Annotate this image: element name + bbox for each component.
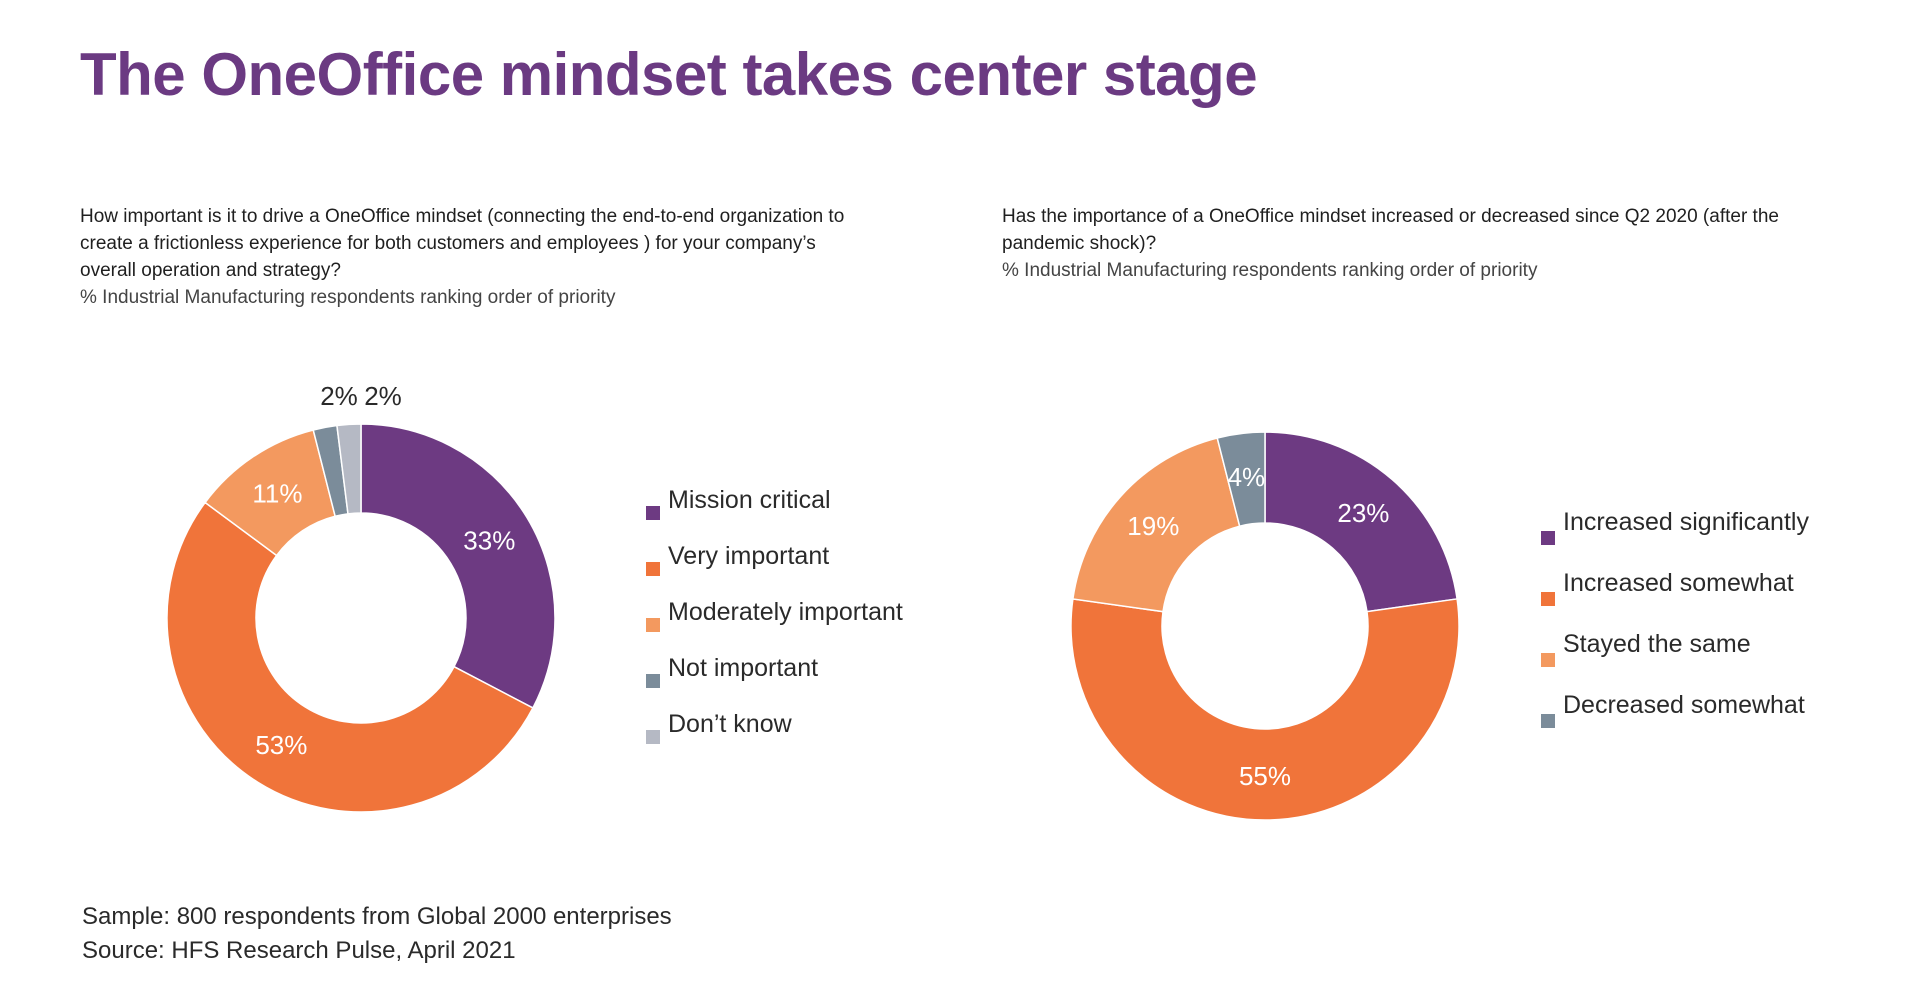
legend-label: Very important — [668, 542, 830, 570]
data-label-dont-know: 2% — [364, 381, 402, 411]
right-chart-subtitle: % Industrial Manufacturing respondents r… — [1002, 260, 1538, 281]
legend-swatch — [1541, 652, 1555, 667]
legend-swatch — [1541, 591, 1555, 606]
footer-notes: Sample: 800 respondents from Global 2000… — [82, 900, 672, 968]
donut-slice-increased-significantly — [1264, 431, 1458, 613]
donut-slice-stayed-the-same — [1072, 437, 1241, 613]
page-title: The OneOffice mindset takes center stage — [80, 41, 1258, 108]
donut-slice-very-important — [166, 501, 534, 813]
donut-slice-mission-critical — [360, 423, 556, 709]
legend-item-stayed-the-same: Stayed the same — [1541, 628, 1809, 689]
change-donut-chart: 23% 55% 19% 4% — [1070, 431, 1460, 821]
legend-item-not-important: Not important — [646, 652, 903, 708]
sample-note: Sample: 800 respondents from Global 2000… — [82, 903, 672, 930]
legend-swatch — [646, 562, 660, 576]
legend-swatch — [646, 506, 660, 520]
data-label-increased-significantly: 23% — [1337, 498, 1389, 528]
donut-slice-dont-know — [336, 423, 362, 515]
data-label-increased-somewhat: 55% — [1239, 761, 1291, 791]
legend-item-very-important: Very important — [646, 540, 903, 596]
right-chart-question: Has the importance of a OneOffice mindse… — [1002, 206, 1779, 254]
donut-slice-decreased-somewhat — [1216, 431, 1266, 528]
left-chart-question-block: How important is it to drive a OneOffice… — [80, 203, 870, 311]
data-label-mission-critical: 33% — [463, 525, 515, 555]
legend-label: Stayed the same — [1563, 630, 1751, 658]
legend-label: Don’t know — [668, 710, 792, 738]
data-label-not-important: 2% — [320, 381, 358, 411]
legend-label: Increased somewhat — [1563, 569, 1794, 597]
legend-label: Moderately important — [668, 598, 903, 626]
legend-item-dont-know: Don’t know — [646, 708, 903, 764]
importance-donut-chart: 33% 53% 11% 2% 2% — [166, 381, 556, 813]
left-chart-question: How important is it to drive a OneOffice… — [80, 206, 845, 281]
donut-slice-increased-somewhat — [1070, 598, 1460, 821]
source-note: Source: HFS Research Pulse, April 2021 — [82, 937, 516, 964]
data-label-moderately-important: 11% — [252, 478, 302, 508]
legend-swatch — [646, 674, 660, 688]
legend-label: Mission critical — [668, 486, 831, 514]
data-label-very-important: 53% — [255, 730, 307, 760]
change-legend: Increased significantly Increased somewha… — [1541, 506, 1809, 750]
legend-item-decreased-somewhat: Decreased somewhat — [1541, 689, 1809, 750]
legend-swatch — [646, 618, 660, 632]
data-label-decreased-somewhat: 4% — [1228, 462, 1266, 492]
legend-item-increased-somewhat: Increased somewhat — [1541, 567, 1809, 628]
legend-label: Not important — [668, 654, 819, 682]
legend-swatch — [1541, 713, 1555, 728]
legend-label: Increased significantly — [1563, 508, 1809, 536]
legend-item-moderately-important: Moderately important — [646, 596, 903, 652]
legend-item-mission-critical: Mission critical — [646, 484, 903, 540]
data-label-stayed-the-same: 19% — [1127, 511, 1179, 541]
legend-swatch — [646, 730, 660, 744]
legend-item-increased-significantly: Increased significantly — [1541, 506, 1809, 567]
importance-legend: Mission critical Very important Moderately… — [646, 484, 903, 764]
legend-swatch — [1541, 530, 1555, 545]
legend-label: Decreased somewhat — [1563, 691, 1805, 719]
left-chart-subtitle: % Industrial Manufacturing respondents r… — [80, 287, 616, 308]
right-chart-question-block: Has the importance of a OneOffice mindse… — [1002, 203, 1792, 284]
